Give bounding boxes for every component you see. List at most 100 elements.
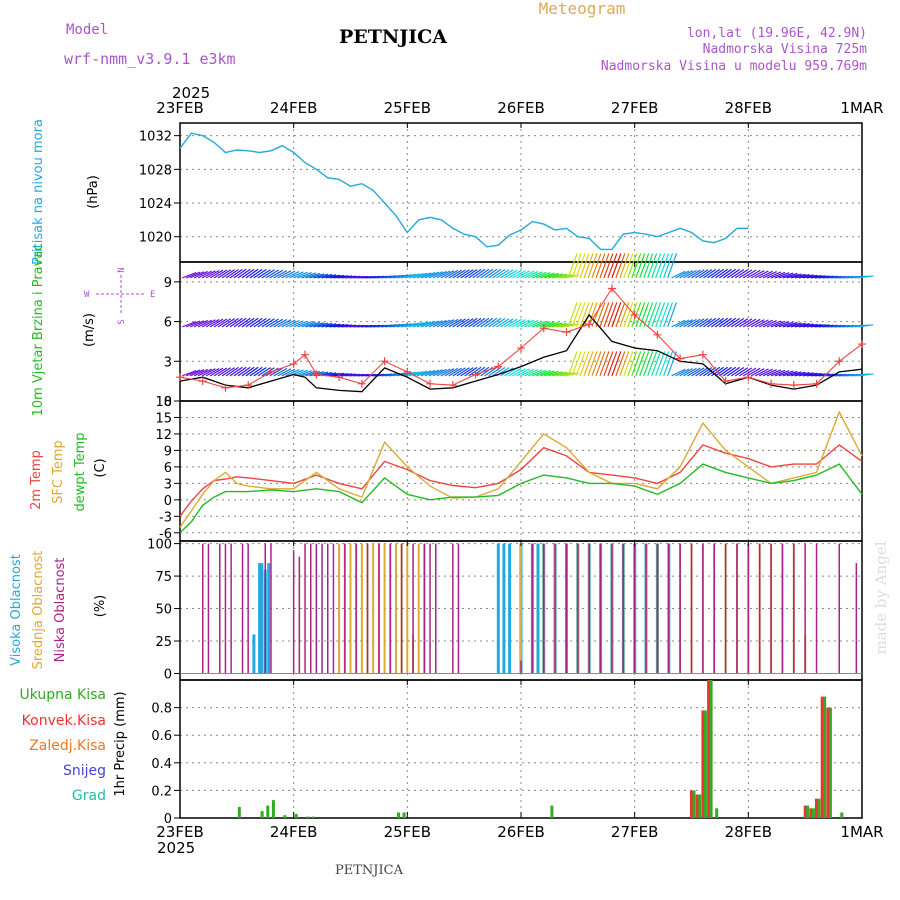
x-tick-label-top: 24FEB bbox=[270, 99, 317, 117]
wind-arrow-row-2 bbox=[556, 371, 572, 377]
temperature-ytick-label: -6 bbox=[159, 527, 172, 542]
cloud-title-low: Niska Oblacnost bbox=[53, 558, 68, 663]
wind-arrow-row-1 bbox=[504, 318, 518, 328]
wind-arrow-row-2 bbox=[460, 367, 474, 377]
wind-arrow-row-2 bbox=[225, 366, 239, 377]
wind-arrow-row-2 bbox=[249, 366, 263, 377]
cloud-bar-low bbox=[332, 543, 335, 674]
wind-arrow-row-0 bbox=[595, 253, 606, 279]
cloud-bar-low bbox=[599, 543, 602, 674]
wind-arrow-row-2 bbox=[742, 367, 757, 377]
wind-arrow-row-1 bbox=[396, 323, 412, 328]
cloud-bar-high bbox=[267, 563, 271, 674]
cloud-bar-low bbox=[292, 550, 295, 674]
pressure-unit: (hPa) bbox=[86, 175, 101, 209]
wind-arrow-row-2 bbox=[233, 366, 247, 377]
wind-arrow-row-1 bbox=[778, 321, 794, 328]
x-tick-label-bottom: 27FEB bbox=[611, 823, 658, 841]
wind-arrow-row-0 bbox=[420, 271, 436, 279]
wind-gust-marker bbox=[812, 379, 821, 388]
wind-arrow-row-2 bbox=[643, 351, 654, 377]
cloud-bar-low bbox=[679, 543, 681, 674]
wind-arrow-row-0 bbox=[400, 273, 416, 279]
wind-arrow-row-1 bbox=[265, 318, 279, 328]
wind-arrow-row-0 bbox=[643, 253, 654, 279]
wind-arrow-row-0 bbox=[484, 268, 498, 279]
wind-arrow-row-0 bbox=[305, 272, 321, 279]
wind-arrow-row-2 bbox=[189, 369, 205, 377]
wind-arrow-row-0 bbox=[687, 269, 701, 279]
wind-arrow-row-0 bbox=[611, 253, 622, 279]
wind-arrow-row-0 bbox=[197, 270, 212, 279]
cloud-bar-low bbox=[344, 543, 346, 674]
wind-arrow-row-1 bbox=[663, 302, 674, 328]
pressure-ytick-label: 1024 bbox=[139, 197, 172, 212]
compass-icon: N S W E bbox=[84, 267, 155, 324]
wind-arrow-row-0 bbox=[480, 268, 494, 279]
cloud-bar-mid bbox=[338, 543, 341, 674]
cloud-bar-low bbox=[435, 543, 437, 674]
wind-arrow-row-1 bbox=[722, 317, 737, 328]
wind-arrow-row-2 bbox=[762, 369, 777, 377]
wind-arrow-row-1 bbox=[432, 319, 447, 328]
precip-bar-total bbox=[823, 696, 827, 818]
wind-gust-marker bbox=[721, 377, 730, 386]
wind-gust-marker bbox=[539, 324, 548, 333]
wind-arrow-row-2 bbox=[707, 366, 721, 377]
legend-hail: Grad bbox=[72, 788, 106, 804]
wind-arrow-row-2 bbox=[229, 366, 243, 377]
wind-arrow-row-0 bbox=[500, 269, 514, 279]
wind-arrow-row-1 bbox=[233, 317, 247, 328]
wind-arrow-row-2 bbox=[182, 369, 197, 377]
cloud-bar-low bbox=[389, 543, 391, 674]
wind-arrow-row-1 bbox=[599, 302, 610, 328]
wind-gust-marker bbox=[585, 320, 594, 329]
precip-title-text: 1hr Precip bbox=[113, 731, 128, 797]
wind-arrow-row-2 bbox=[468, 366, 482, 377]
wind-arrow-row-1 bbox=[269, 318, 284, 328]
compass-east: E bbox=[150, 290, 155, 300]
wind-arrow-row-2 bbox=[548, 371, 563, 377]
wind-arrow-row-2 bbox=[444, 367, 459, 377]
wind-arrow-row-0 bbox=[750, 270, 765, 279]
clouds-ytick-label: 75 bbox=[155, 570, 172, 585]
elevation-text: Nadmorska Visina 725m bbox=[703, 42, 868, 57]
wind-arrow-row-0 bbox=[468, 268, 482, 279]
wind-arrow-row-0 bbox=[707, 268, 721, 279]
wind-arrow-row-0 bbox=[209, 269, 224, 279]
wind-title-1: 10m Vjetar Brzina i Pravac bbox=[31, 244, 46, 417]
compass-south: S bbox=[117, 319, 127, 324]
wind-arrow-row-0 bbox=[778, 272, 794, 279]
wind-arrow-row-2 bbox=[655, 351, 666, 377]
precip-bar-conv bbox=[695, 794, 699, 818]
wind-arrow-row-0 bbox=[711, 268, 725, 279]
wind-arrow-row-2 bbox=[540, 370, 555, 377]
wind-arrow-row-2 bbox=[516, 368, 530, 377]
wind-arrow-row-0 bbox=[448, 269, 463, 279]
wind-arrow-row-1 bbox=[428, 320, 443, 328]
wind-arrow-row-2 bbox=[615, 351, 626, 377]
wind-arrow-row-1 bbox=[651, 302, 662, 328]
wind-arrow-row-1 bbox=[548, 322, 563, 328]
wind-arrow-row-2 bbox=[452, 367, 466, 377]
wind-arrow-row-1 bbox=[571, 302, 582, 328]
wind-arrow-row-1 bbox=[444, 318, 459, 328]
wind-arrow-row-1 bbox=[257, 318, 271, 328]
wind-gust-marker bbox=[471, 370, 480, 379]
cloud-bar-high bbox=[508, 543, 512, 674]
wind-gust-marker bbox=[517, 344, 525, 353]
wind-arrow-row-1 bbox=[408, 322, 424, 328]
wind-gust-marker bbox=[426, 379, 435, 388]
cloud-bar-low bbox=[400, 543, 403, 674]
wind-arrow-row-1 bbox=[186, 320, 201, 328]
wind-arrow-row-0 bbox=[798, 274, 814, 279]
wind-arrow-row-1 bbox=[480, 317, 494, 328]
wind-arrow-row-0 bbox=[691, 269, 705, 279]
wind-arrow-row-0 bbox=[540, 272, 555, 279]
wind-arrow-row-1 bbox=[695, 318, 709, 328]
legend-total: Ukupna Kisa bbox=[19, 687, 106, 703]
precip-bar-conv bbox=[690, 790, 693, 818]
wind-arrow-row-0 bbox=[675, 270, 690, 279]
wind-arrow-row-1 bbox=[738, 318, 753, 328]
